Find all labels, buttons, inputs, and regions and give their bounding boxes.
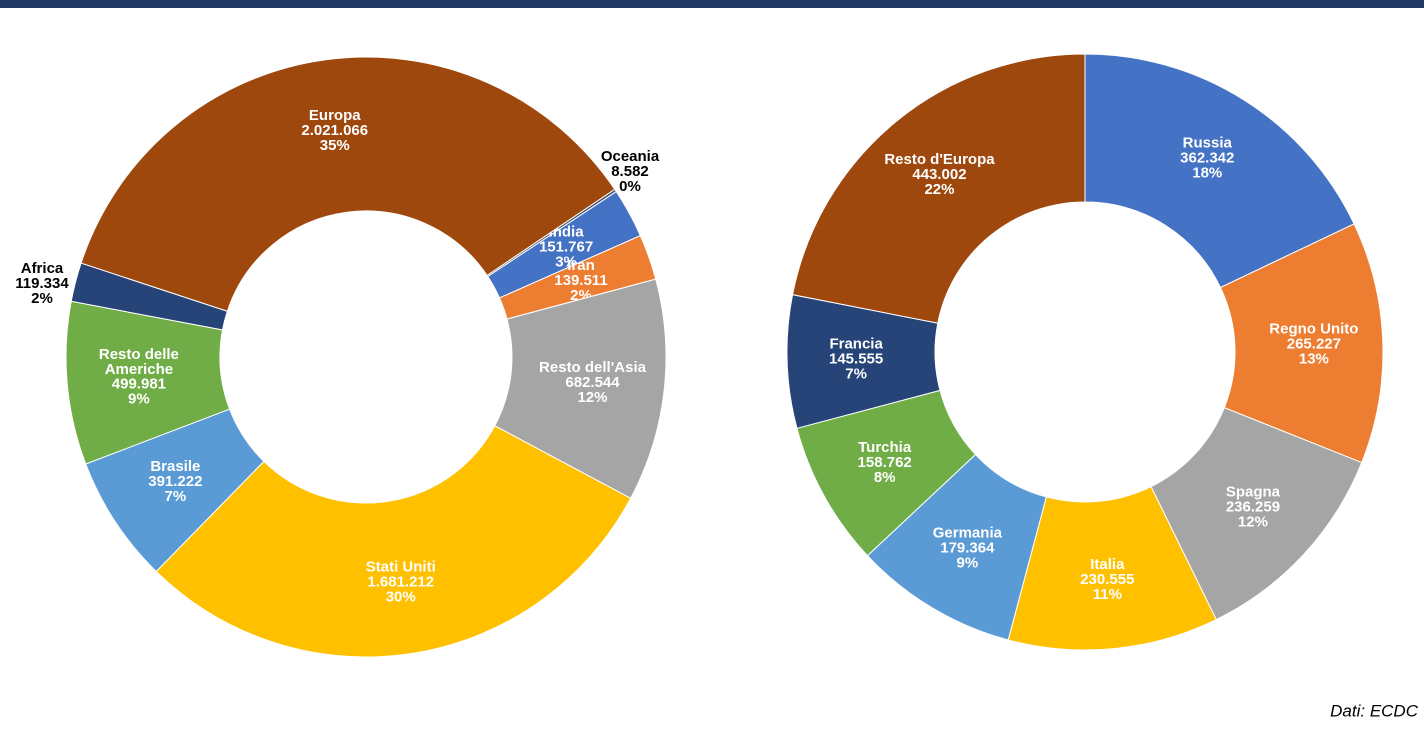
percent-label: 0% (619, 178, 641, 195)
value-label: 230.555 (1080, 571, 1134, 588)
slice-name: Spagna (1226, 484, 1281, 501)
percent-label: 8% (874, 469, 896, 486)
percent-label: 22% (924, 181, 954, 198)
value-label: 145.555 (829, 350, 883, 367)
value-label: 139.511 (554, 272, 607, 289)
slice (1084, 53, 1355, 289)
percent-label: 13% (1299, 351, 1329, 368)
header-bar (0, 0, 1424, 8)
value-label: 2.021.066 (301, 122, 368, 139)
value-label: 1.681.212 (367, 573, 434, 590)
slice-name: Brasile (150, 458, 200, 475)
slice (155, 425, 632, 658)
slice (1219, 223, 1384, 464)
percent-label: 12% (1238, 514, 1268, 531)
percent-label: 9% (128, 391, 150, 408)
slice-name-line: Resto delle (99, 346, 179, 363)
percent-label: 12% (578, 389, 608, 406)
slice-name: Francia (829, 335, 883, 352)
slice-name: Regno Unito (1269, 321, 1358, 338)
value-label: 151.767 (539, 239, 593, 256)
slice-name: Resto delle Americhe (99, 346, 179, 378)
percent-label: 35% (320, 137, 350, 154)
percent-label: 7% (165, 488, 187, 505)
slice (791, 53, 1086, 324)
slice-name: Africa (21, 260, 64, 277)
slice (494, 278, 667, 499)
slice-name: Turchia (858, 439, 912, 456)
slice-name: Russia (1183, 134, 1233, 151)
percent-label: 18% (1192, 164, 1222, 181)
slice-name: Stati Uniti (366, 558, 436, 575)
value-label: 119.334 (15, 275, 69, 292)
percent-label: 9% (957, 554, 979, 571)
percent-label: 11% (1093, 586, 1122, 603)
source-note: Dati: ECDC (1330, 701, 1419, 720)
value-label: 236.259 (1226, 499, 1280, 516)
value-label: 443.002 (912, 166, 966, 183)
slice (1150, 407, 1363, 621)
value-label: 179.364 (940, 539, 995, 556)
value-label: 499.981 (112, 376, 166, 393)
value-label: 158.762 (858, 454, 912, 471)
value-label: 682.544 (565, 374, 620, 391)
slice (80, 56, 616, 312)
percent-label: 7% (845, 365, 867, 382)
slice-name-line: Americhe (105, 361, 173, 378)
slice-name: Resto d'Europa (884, 151, 995, 168)
slice-name: Iran (567, 257, 595, 274)
value-label: 391.222 (148, 473, 202, 490)
slice-name: Oceania (601, 148, 660, 165)
slice-name: Europa (309, 107, 361, 124)
slice-name: Italia (1090, 556, 1125, 573)
value-label: 362.342 (1180, 149, 1234, 166)
slice-name: Resto dell'Asia (539, 359, 647, 376)
percent-label: 2% (31, 290, 53, 307)
percent-label: 30% (386, 588, 416, 605)
slice-name: Germania (933, 524, 1003, 541)
value-label: 265.227 (1287, 336, 1341, 353)
value-label: 8.582 (611, 163, 649, 180)
